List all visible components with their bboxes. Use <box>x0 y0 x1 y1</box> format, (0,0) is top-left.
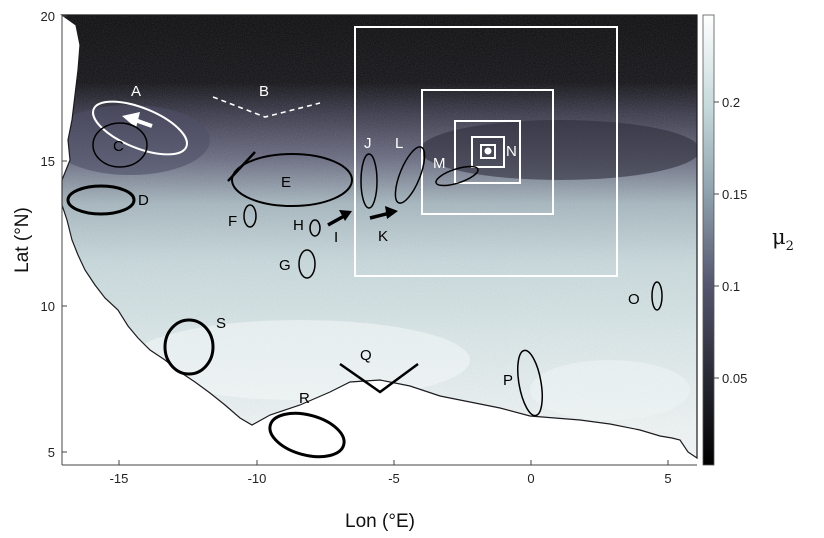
label-S: S <box>216 315 226 332</box>
ellipse-R <box>268 411 346 459</box>
zoom-center-dot <box>484 147 492 155</box>
label-D: D <box>138 192 149 209</box>
label-B: B <box>259 83 269 100</box>
label-E: E <box>281 174 291 191</box>
y-tick-label: 20 <box>41 9 55 24</box>
dashed-line-B <box>212 96 321 118</box>
zoom-square-4 <box>471 136 505 168</box>
x-tick-label: -10 <box>248 471 267 486</box>
zoom-squares <box>354 26 618 277</box>
dark-patch-east <box>420 120 697 180</box>
colorbar-tick-label: 0.15 <box>722 187 747 202</box>
label-K: K <box>378 228 388 245</box>
x-ticks: -15 -10 -5 0 5 <box>110 460 672 486</box>
label-P: P <box>503 372 513 389</box>
ellipse-M <box>435 165 479 187</box>
ellipse-D <box>66 184 136 216</box>
bright-patch-coast <box>130 320 470 400</box>
colorbar-title: μ2 <box>772 225 794 254</box>
arrow-A-head <box>122 112 140 128</box>
label-C: C <box>113 138 124 155</box>
feature-labels: A B C D E F G H I J K L M N O P Q R S <box>113 83 640 407</box>
colorbar-tick-label: 0.2 <box>722 95 740 110</box>
x-tick-label: -15 <box>110 471 129 486</box>
ellipse-J <box>360 153 378 209</box>
annotations <box>66 96 663 459</box>
colorbar: 0.2 0.15 0.1 0.05 μ2 <box>702 14 794 466</box>
ellipse-E <box>231 153 353 207</box>
ellipse-A <box>92 100 188 156</box>
colorbar-title-symbol: μ <box>772 225 786 249</box>
zoom-square-3 <box>454 120 521 184</box>
label-O: O <box>628 291 640 308</box>
x-tick-label: 5 <box>664 471 671 486</box>
label-Q: Q <box>360 347 372 364</box>
zoom-square-2 <box>421 89 554 215</box>
y-tick-label: 15 <box>41 154 55 169</box>
ellipse-F <box>243 204 257 228</box>
colorbar-tick-label: 0.1 <box>722 279 740 294</box>
colorbar-gradient <box>703 15 714 465</box>
label-M: M <box>433 155 446 172</box>
label-R: R <box>299 390 310 407</box>
ellipse-H <box>309 219 321 237</box>
y-axis-title: Lat (°N) <box>12 207 33 273</box>
label-G: G <box>279 257 291 274</box>
ellipse-C <box>92 122 148 168</box>
arrow-A <box>134 118 153 128</box>
zoom-square-1 <box>354 26 618 277</box>
y-tick-label: 10 <box>41 299 55 314</box>
arrow-I-head <box>339 210 352 221</box>
map-area <box>61 14 698 466</box>
label-I: I <box>334 229 338 246</box>
ellipse-G <box>298 249 316 279</box>
ellipse-L <box>394 146 426 204</box>
colorbar-title-subscript: 2 <box>786 239 794 254</box>
x-tick-label: 0 <box>527 471 534 486</box>
label-F: F <box>228 213 237 230</box>
ellipse-O <box>651 281 663 311</box>
ellipse-S <box>163 318 215 376</box>
y-tick-label: 5 <box>48 445 55 460</box>
colorbar-tick-label: 0.05 <box>722 371 747 386</box>
zoom-square-5 <box>480 144 496 159</box>
y-ticks: 20 15 10 5 <box>41 9 67 460</box>
label-N: N <box>506 143 517 160</box>
label-J: J <box>364 135 372 152</box>
bright-patch-east <box>530 360 690 420</box>
arrow-K-head <box>385 206 398 219</box>
ellipse-P <box>516 349 544 417</box>
vee-Q <box>339 362 419 394</box>
label-A: A <box>131 83 141 100</box>
label-L: L <box>395 135 403 152</box>
label-H: H <box>293 217 304 234</box>
colorbar-frame <box>702 14 715 466</box>
x-axis-title: Lon (°E) <box>345 511 415 532</box>
x-tick-label: -5 <box>388 471 400 486</box>
